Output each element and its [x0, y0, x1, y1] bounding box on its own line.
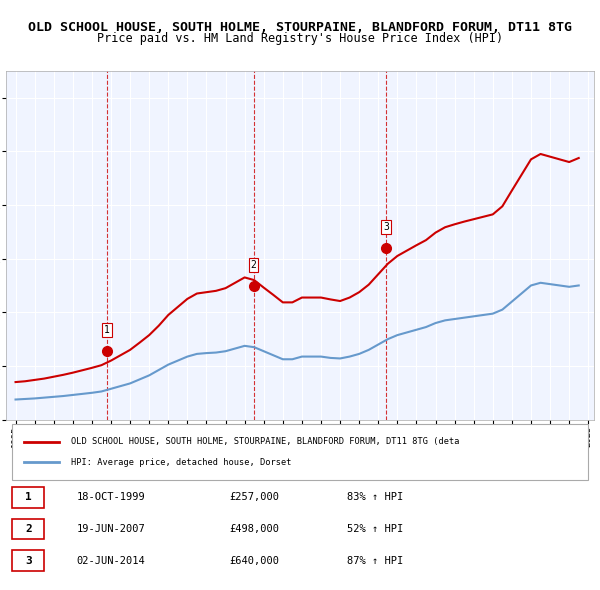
Text: 18-OCT-1999: 18-OCT-1999	[77, 492, 145, 502]
Text: OLD SCHOOL HOUSE, SOUTH HOLME, STOURPAINE, BLANDFORD FORUM, DT11 8TG (deta: OLD SCHOOL HOUSE, SOUTH HOLME, STOURPAIN…	[71, 437, 459, 447]
Text: £257,000: £257,000	[229, 492, 280, 502]
FancyBboxPatch shape	[12, 424, 588, 480]
FancyBboxPatch shape	[12, 519, 44, 539]
Text: 2: 2	[25, 524, 32, 534]
Text: 1: 1	[104, 324, 110, 335]
Text: OLD SCHOOL HOUSE, SOUTH HOLME, STOURPAINE, BLANDFORD FORUM, DT11 8TG: OLD SCHOOL HOUSE, SOUTH HOLME, STOURPAIN…	[28, 21, 572, 34]
FancyBboxPatch shape	[12, 550, 44, 571]
Text: 83% ↑ HPI: 83% ↑ HPI	[347, 492, 403, 502]
Text: 02-JUN-2014: 02-JUN-2014	[77, 556, 145, 566]
Text: 3: 3	[25, 556, 32, 566]
Text: 2: 2	[251, 260, 257, 270]
Text: Price paid vs. HM Land Registry's House Price Index (HPI): Price paid vs. HM Land Registry's House …	[97, 32, 503, 45]
FancyBboxPatch shape	[12, 487, 44, 507]
Text: £640,000: £640,000	[229, 556, 280, 566]
Text: 19-JUN-2007: 19-JUN-2007	[77, 524, 145, 534]
Text: HPI: Average price, detached house, Dorset: HPI: Average price, detached house, Dors…	[71, 458, 291, 467]
Text: 87% ↑ HPI: 87% ↑ HPI	[347, 556, 403, 566]
Text: 3: 3	[383, 222, 389, 232]
Text: 52% ↑ HPI: 52% ↑ HPI	[347, 524, 403, 534]
Text: £498,000: £498,000	[229, 524, 280, 534]
Text: 1: 1	[25, 492, 32, 502]
